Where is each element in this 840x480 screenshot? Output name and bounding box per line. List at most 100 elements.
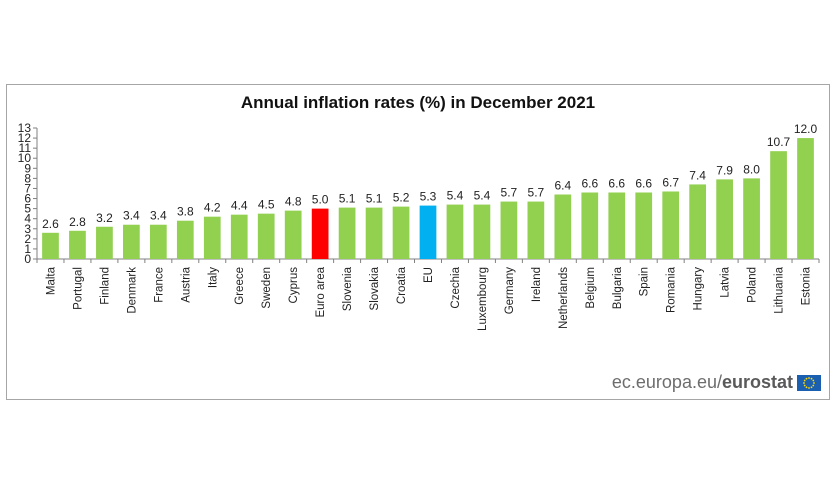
bar	[743, 178, 760, 259]
chart-frame: Annual inflation rates (%) in December 2…	[6, 84, 830, 400]
value-label: 6.6	[608, 176, 625, 190]
category-label: Belgium	[585, 267, 597, 309]
category-label: Bulgaria	[612, 266, 624, 309]
category-labels: Malta Portugal Finland Denmark France Austria…	[45, 266, 812, 331]
category-label: Greece	[234, 267, 246, 305]
category-label: France	[153, 267, 165, 303]
y-tick-label: 7	[24, 181, 31, 195]
value-label: 4.8	[285, 195, 302, 209]
bar	[500, 201, 518, 259]
value-label: 5.7	[528, 186, 545, 200]
bar	[527, 201, 545, 259]
bar	[365, 207, 383, 259]
value-label: 4.5	[258, 198, 275, 212]
category-label: Spain	[639, 267, 651, 296]
bar	[473, 204, 491, 259]
category-label: Slovenia	[342, 266, 354, 311]
bar	[608, 192, 626, 259]
value-label: 7.9	[716, 163, 733, 177]
value-label: 5.0	[312, 193, 329, 207]
value-label: 6.6	[581, 176, 598, 190]
y-tick-label: 0	[24, 252, 31, 266]
category-label: Latvia	[720, 266, 732, 297]
value-label: 6.6	[635, 176, 652, 190]
value-label: 5.1	[366, 192, 383, 206]
category-label: Sweden	[261, 267, 273, 309]
category-label: EU	[423, 267, 435, 283]
y-tick-label: 3	[24, 222, 31, 236]
bar	[446, 204, 464, 259]
category-label: Denmark	[126, 267, 138, 314]
category-label: Hungary	[693, 267, 705, 311]
y-tick-label: 12	[18, 131, 32, 145]
value-label: 5.4	[474, 189, 491, 203]
value-label: 2.8	[69, 215, 86, 229]
value-label: 5.7	[501, 186, 518, 200]
value-label: 6.7	[662, 175, 679, 189]
value-label: 5.1	[339, 192, 356, 206]
bar	[42, 232, 59, 259]
y-tick-label: 2	[24, 232, 31, 246]
y-tick-label: 6	[24, 192, 31, 206]
y-tick-label: 8	[24, 171, 31, 185]
category-label: Malta	[45, 266, 57, 295]
value-label: 2.6	[42, 217, 59, 231]
bar	[797, 138, 814, 259]
category-label: Romania	[666, 266, 678, 313]
bar	[257, 213, 275, 259]
y-tick-label: 5	[24, 202, 31, 216]
category-label: Slovakia	[369, 266, 381, 310]
value-label: 8.0	[743, 162, 760, 176]
value-label: 4.2	[204, 201, 221, 215]
value-label: 6.4	[554, 179, 571, 193]
category-label: Estonia	[801, 266, 813, 305]
value-labels: 2.6 2.8 3.2 3.4 3.4 3.8 4.2 4.4 4.5 4.8 5.0 5.1 5.1 5…	[42, 122, 817, 231]
category-label: Cyprus	[288, 267, 300, 304]
bar	[716, 179, 733, 259]
bar	[284, 210, 302, 259]
category-label: Italy	[207, 267, 219, 288]
chart-title: Annual inflation rates (%) in December 2…	[240, 93, 596, 112]
y-tick-label: 9	[24, 161, 31, 175]
bar	[230, 214, 248, 259]
bar	[123, 224, 140, 259]
y-tick-label: 4	[24, 212, 31, 226]
source-credit: ec.europa.eu/eurostat	[612, 372, 821, 393]
bar	[662, 191, 680, 259]
source-site: ec.europa.eu/	[611, 372, 722, 392]
category-label: Croatia	[396, 266, 408, 304]
bar	[203, 216, 221, 259]
y-tick-label: 13	[18, 121, 32, 135]
category-label: Finland	[99, 267, 111, 305]
category-label: Lithuania	[774, 266, 786, 313]
value-label: 3.4	[123, 209, 140, 223]
bar	[554, 194, 572, 259]
bar	[149, 224, 167, 259]
y-tick-label: 10	[18, 151, 32, 165]
bar	[419, 205, 437, 259]
value-label: 7.4	[689, 168, 706, 182]
value-label: 5.4	[447, 189, 464, 203]
category-label: Poland	[747, 267, 759, 303]
bar	[581, 192, 599, 259]
category-label: Netherlands	[558, 267, 570, 329]
bar	[689, 184, 707, 259]
bar	[635, 192, 653, 259]
bar	[392, 206, 410, 259]
value-label: 12.0	[794, 122, 818, 136]
category-label: Luxembourg	[477, 267, 489, 331]
category-label: Portugal	[72, 267, 84, 310]
bar	[69, 230, 86, 259]
y-tick-label: 1	[24, 242, 31, 256]
bar	[96, 226, 113, 259]
bar	[176, 220, 194, 259]
source-brand: eurostat	[721, 372, 793, 392]
value-label: 3.8	[177, 205, 194, 219]
y-tick-label: 11	[19, 141, 32, 155]
category-label: Czechia	[450, 266, 462, 308]
eu-flag-icon	[797, 374, 821, 391]
value-label: 3.4	[150, 209, 167, 223]
bar	[338, 207, 356, 259]
value-label: 5.3	[420, 190, 437, 204]
